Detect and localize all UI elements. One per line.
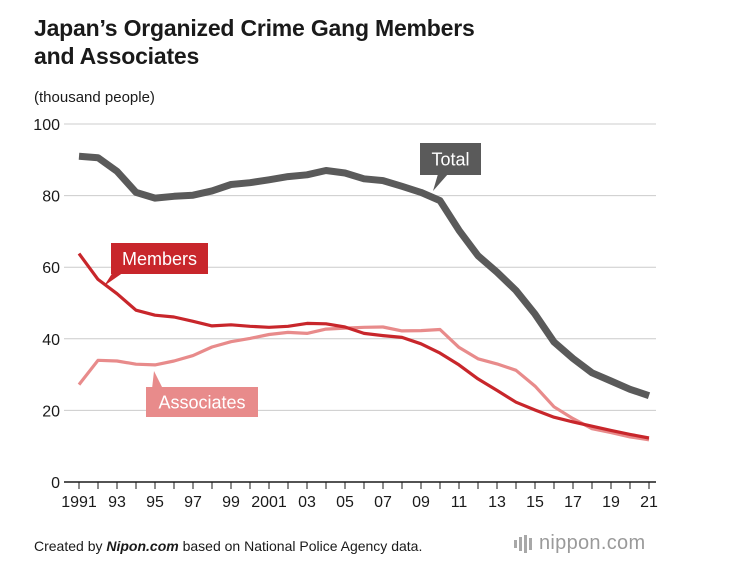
x-tick-label: 13: [488, 494, 506, 511]
callout-box: [420, 143, 481, 175]
series-line-associates: [77, 325, 650, 442]
x-tick-label: 11: [451, 494, 468, 511]
y-tick-label: 20: [42, 403, 60, 420]
callout-box: [146, 387, 258, 417]
x-tick-label: 07: [374, 494, 392, 511]
x-tick-label: 99: [222, 494, 240, 511]
nippon-logo: nippon.com: [514, 532, 645, 555]
y-tick-label: 60: [42, 260, 60, 277]
y-tick-label: 80: [42, 189, 60, 206]
callout-label: Associates: [158, 393, 245, 413]
y-tick-label: 100: [33, 117, 60, 134]
x-tick-label: 95: [146, 494, 164, 511]
callout-box: [111, 243, 208, 274]
callout-label: Members: [122, 249, 197, 269]
logo-bars-icon: [514, 534, 534, 553]
logo-text: nippon.com: [539, 532, 646, 554]
x-tick-label: 19: [602, 494, 620, 511]
x-tick-label: 97: [184, 494, 202, 511]
y-tick-label: 40: [42, 332, 60, 349]
y-tick-label: 0: [51, 475, 60, 492]
callout-label: Total: [431, 150, 469, 170]
x-tick-label: 21: [640, 494, 658, 511]
series-line-members: [77, 252, 650, 440]
callout-members: Members: [104, 243, 208, 286]
chart-title-line-2: and Associates: [34, 43, 200, 69]
source-footnote: Created by Nipon.com based on National P…: [34, 538, 422, 554]
callout-associates: Associates: [146, 371, 258, 417]
callout-pointer: [433, 174, 448, 191]
callout-pointer: [152, 371, 163, 389]
x-tick-label: 03: [298, 494, 316, 511]
chart-title-line-1: Japan’s Organized Crime Gang Members: [34, 15, 475, 41]
footnote-suffix: based on National Police Agency data.: [178, 538, 423, 554]
footnote-site-name: Nipon.com: [106, 538, 179, 554]
x-tick-label: 93: [108, 494, 126, 511]
callout-total: Total: [420, 143, 481, 191]
chart-title: Japan’s Organized Crime Gang Members and…: [34, 14, 475, 70]
x-tick-label: 15: [526, 494, 544, 511]
x-tick-label: 05: [336, 494, 354, 511]
callout-pointer: [104, 272, 124, 286]
x-tick-label: 17: [564, 494, 582, 511]
x-tick-label: 1991: [61, 494, 97, 511]
x-tick-label: 2001: [251, 494, 287, 511]
y-axis-unit-label: (thousand people): [34, 89, 155, 106]
series-line-total: [78, 152, 651, 400]
x-tick-label: 09: [412, 494, 430, 511]
footnote-prefix: Created by: [34, 538, 107, 554]
